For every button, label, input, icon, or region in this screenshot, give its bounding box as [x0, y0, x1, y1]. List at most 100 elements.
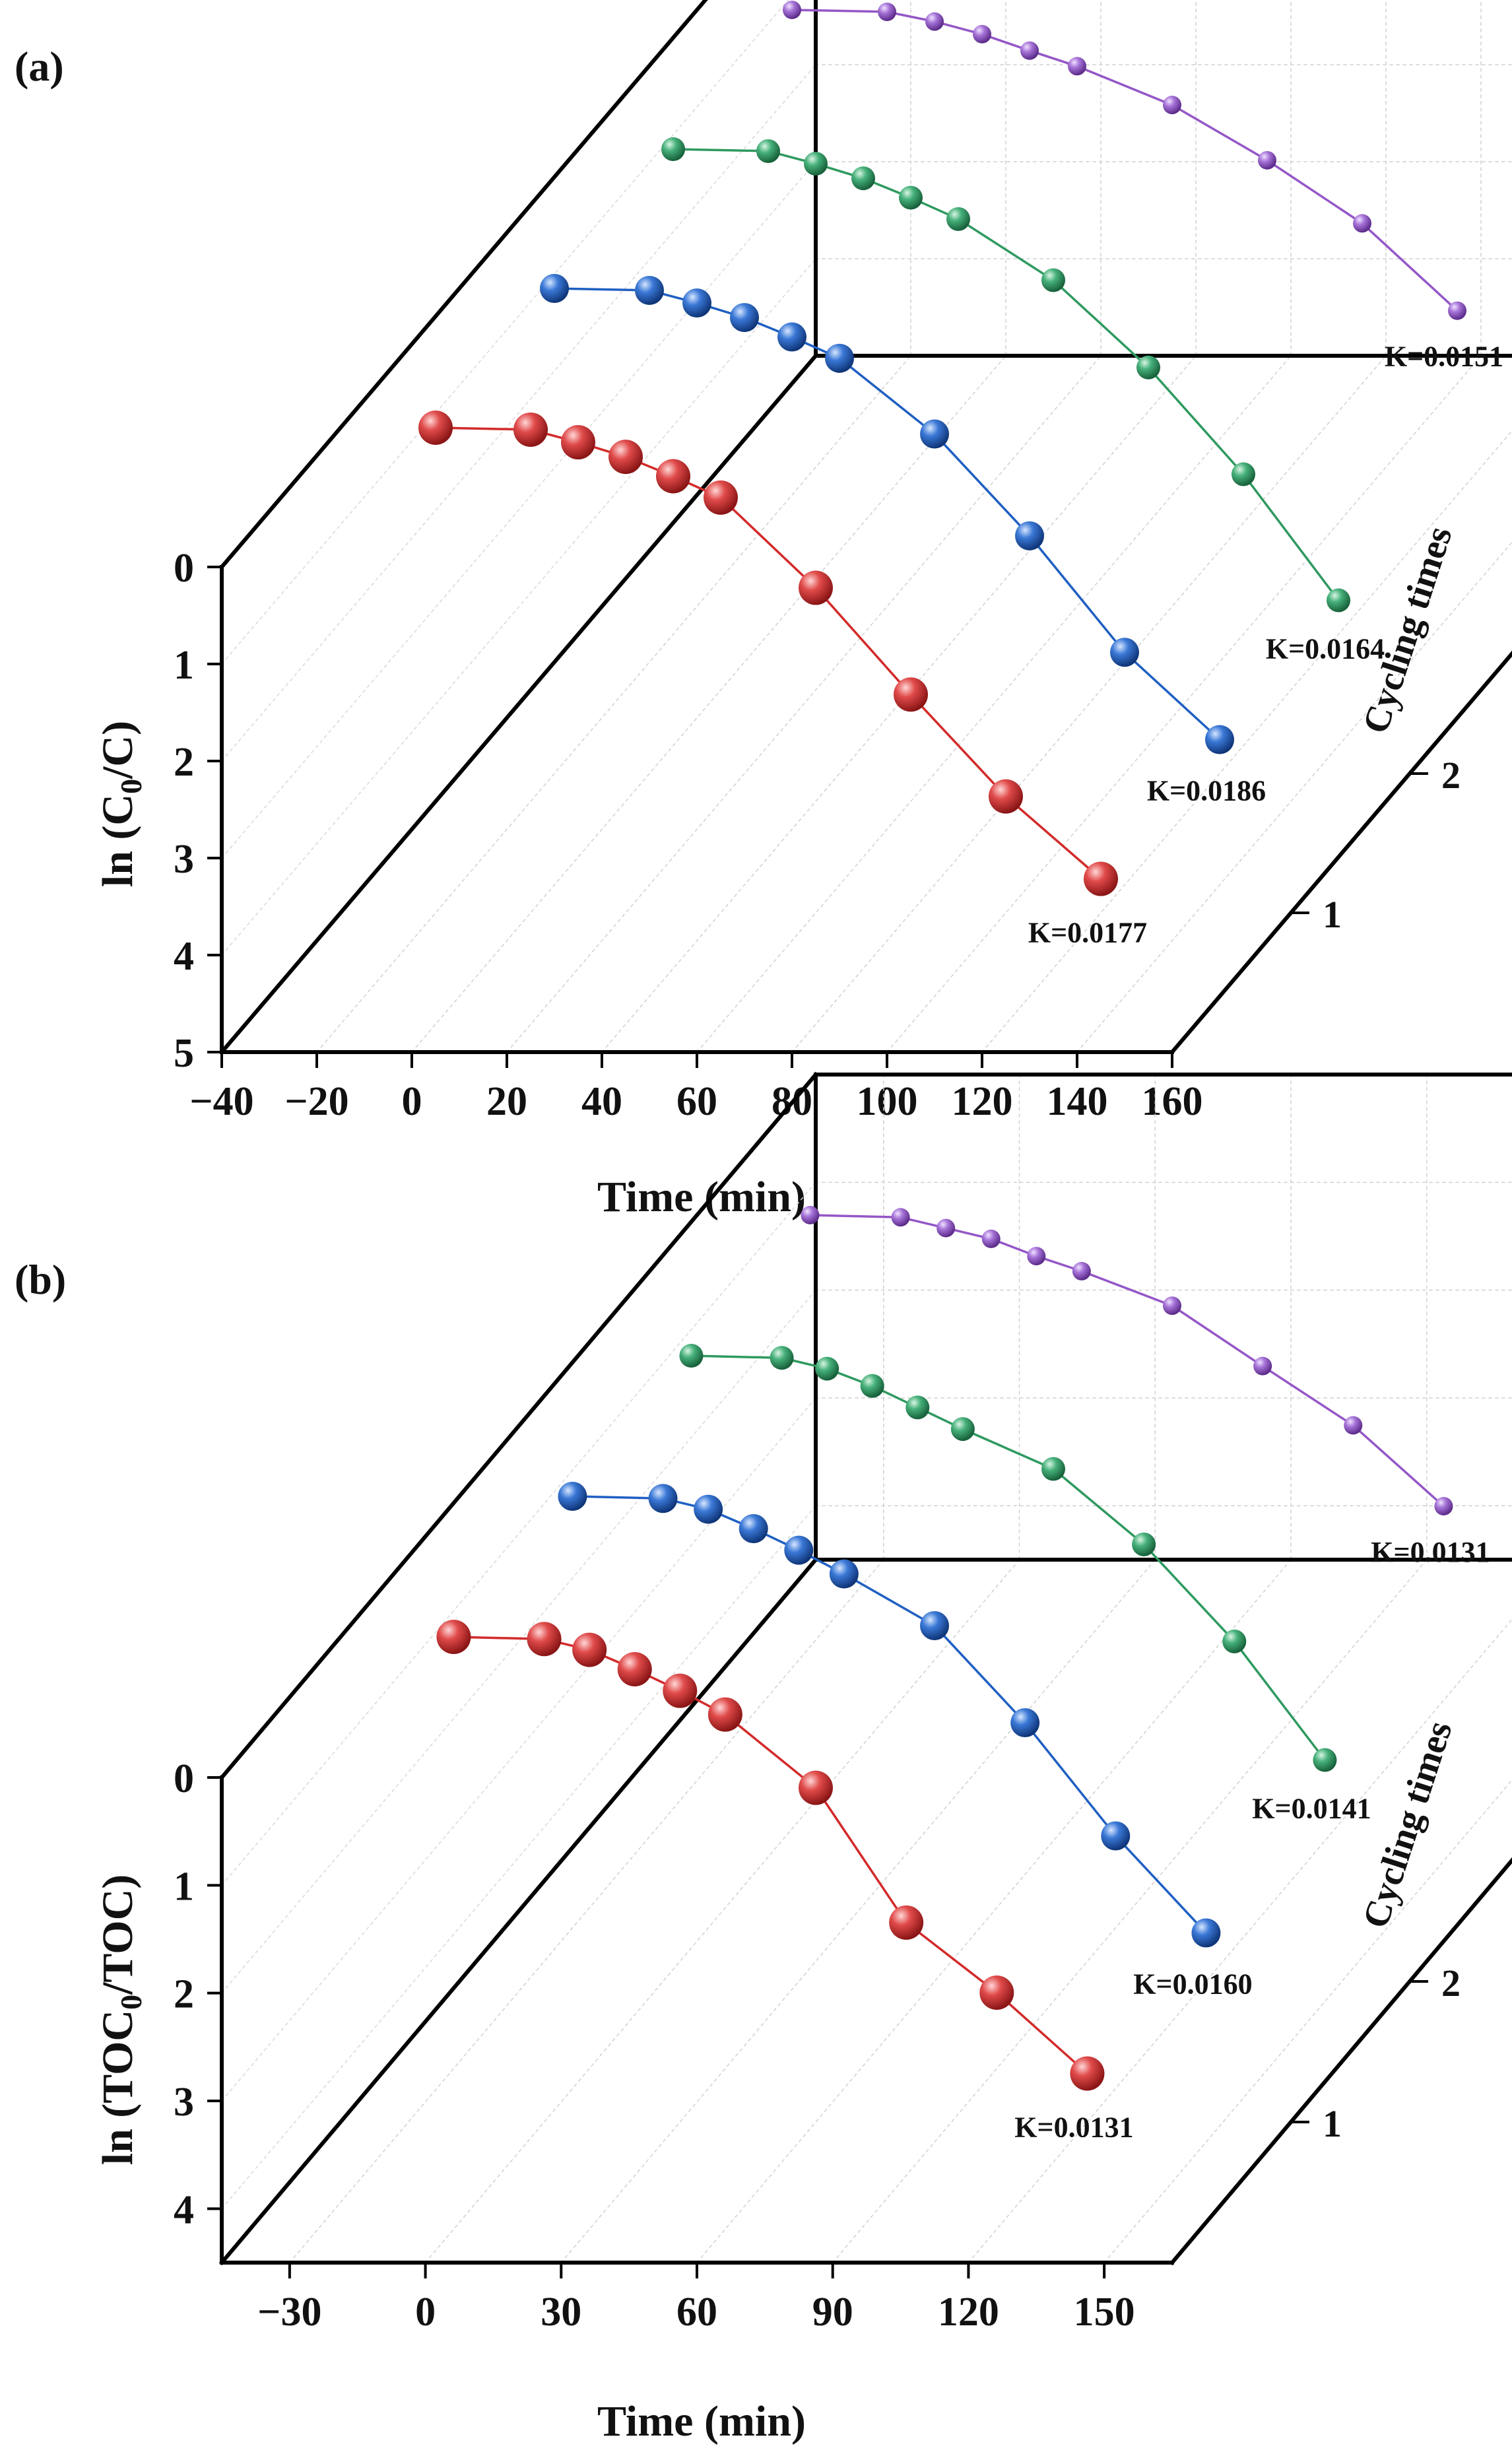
y-tick-label: 3 [174, 2080, 194, 2125]
data-point [635, 275, 664, 305]
side-grid-line [220, 1181, 817, 1886]
data-point [1072, 1261, 1091, 1280]
series-line [691, 1354, 1326, 1761]
data-point [889, 1905, 924, 1940]
data-point [1136, 355, 1160, 380]
x-tick-label: 30 [541, 2290, 581, 2335]
data-point [1191, 1918, 1221, 1948]
data-point [799, 1770, 833, 1805]
y-tick-label: 1 [174, 1864, 194, 1909]
rate-constant-label: K=0.0160 [1133, 1968, 1252, 2001]
data-point [777, 322, 806, 352]
series-cycle-1: K=0.0131 [436, 1620, 1134, 2144]
x-tick-label: 120 [938, 2290, 999, 2335]
z-axis-title: Cycling times [1355, 521, 1460, 738]
data-point [1110, 638, 1139, 667]
data-point [905, 1395, 930, 1420]
z-tick-label: 1 [1323, 893, 1342, 936]
data-point [418, 411, 453, 445]
data-point [648, 1484, 678, 1513]
data-point [1101, 1821, 1131, 1851]
data-point [801, 1206, 820, 1224]
data-point [1232, 462, 1255, 486]
y-axis-title: ln (C0/C) [94, 721, 148, 887]
floor-grid-line [981, 430, 1512, 1053]
x-tick-label: 120 [952, 1079, 1013, 1124]
data-point [540, 274, 569, 303]
floor-grid-line [315, 354, 912, 1053]
chart-panel-b: (b) −300306090120150012341234 K=0.0131K=… [15, 1071, 1512, 2445]
data-point [561, 425, 595, 460]
data-point [851, 166, 875, 191]
data-point [739, 1514, 768, 1543]
z-axis-line [1169, 650, 1512, 1055]
data-point [825, 343, 854, 373]
top-left-edge [218, 0, 708, 570]
data-point [1132, 1532, 1156, 1556]
series-cycle-3: K=0.0141 [679, 1344, 1371, 1825]
data-point [1010, 1708, 1040, 1737]
x-axis-title: Time (min) [597, 1173, 806, 1221]
data-point [730, 303, 759, 333]
floor-left-edge [218, 352, 819, 1055]
floor-grid-line [791, 354, 1387, 1053]
x-tick-label: −30 [257, 2290, 321, 2335]
panel-label: (b) [15, 1256, 66, 1303]
rate-constant-label: K=0.0141 [1252, 1793, 1371, 1825]
y-tick-label: 5 [174, 1031, 194, 1076]
series-cycle-4: K=0.0151 [783, 1, 1503, 373]
x-tick-label: 160 [1142, 1079, 1203, 1124]
data-point [925, 12, 944, 31]
floor-grid-line [506, 354, 1102, 1053]
x-tick-label: 140 [1047, 1079, 1108, 1124]
y-tick-label: 3 [174, 837, 194, 882]
rate-constant-label: K=0.0164 [1266, 633, 1385, 665]
floor-grid-line [424, 1558, 1020, 2264]
floor-grid-line [1171, 653, 1512, 1053]
data-point [979, 1975, 1014, 2010]
data-point [1068, 57, 1086, 76]
data-point [1353, 214, 1371, 233]
data-series: K=0.0131 K=0.0141 K=0.0160 K=0.0131 [436, 1206, 1490, 2144]
rate-constant-label: K=0.0131 [1014, 2111, 1133, 2144]
series-cycle-2: K=0.0160 [558, 1482, 1253, 2001]
data-point [894, 677, 928, 712]
data-point [989, 779, 1023, 814]
data-point [661, 137, 685, 161]
y-tick-label: 0 [174, 1756, 194, 1801]
data-point [694, 1494, 723, 1524]
data-point [527, 1622, 562, 1657]
data-point [899, 185, 923, 210]
data-point [1258, 150, 1276, 170]
floor-grid-line [696, 1558, 1292, 2264]
axes: −300306090120150012341234 [174, 1071, 1512, 2335]
data-point [608, 440, 643, 475]
side-grid-line [220, 160, 817, 859]
data-point [973, 24, 991, 44]
x-tick-label: 100 [857, 1079, 918, 1124]
data-point [1041, 268, 1065, 292]
y-tick-label: 4 [174, 934, 194, 979]
data-point [946, 207, 970, 231]
series-line [673, 148, 1340, 601]
floor-left-edge [218, 1556, 819, 2266]
x-tick-label: 0 [402, 1079, 422, 1124]
data-point [707, 1697, 742, 1732]
data-point [704, 480, 738, 515]
data-point [937, 1218, 956, 1238]
data-point [682, 288, 711, 318]
floor-grid-line [696, 354, 1292, 1053]
z-tick-label: 1 [1323, 2102, 1342, 2145]
data-point [1205, 725, 1234, 754]
data-point [436, 1620, 471, 1654]
floor-grid-line [1076, 541, 1512, 1053]
data-point [1313, 1748, 1337, 1772]
side-grid-line [220, 63, 817, 762]
data-point [920, 1611, 949, 1640]
floor-grid-line [288, 1558, 884, 2264]
series-cycle-4: K=0.0131 [801, 1206, 1490, 1568]
data-point [981, 1229, 1001, 1248]
data-point [815, 1356, 839, 1381]
data-point [656, 459, 690, 494]
